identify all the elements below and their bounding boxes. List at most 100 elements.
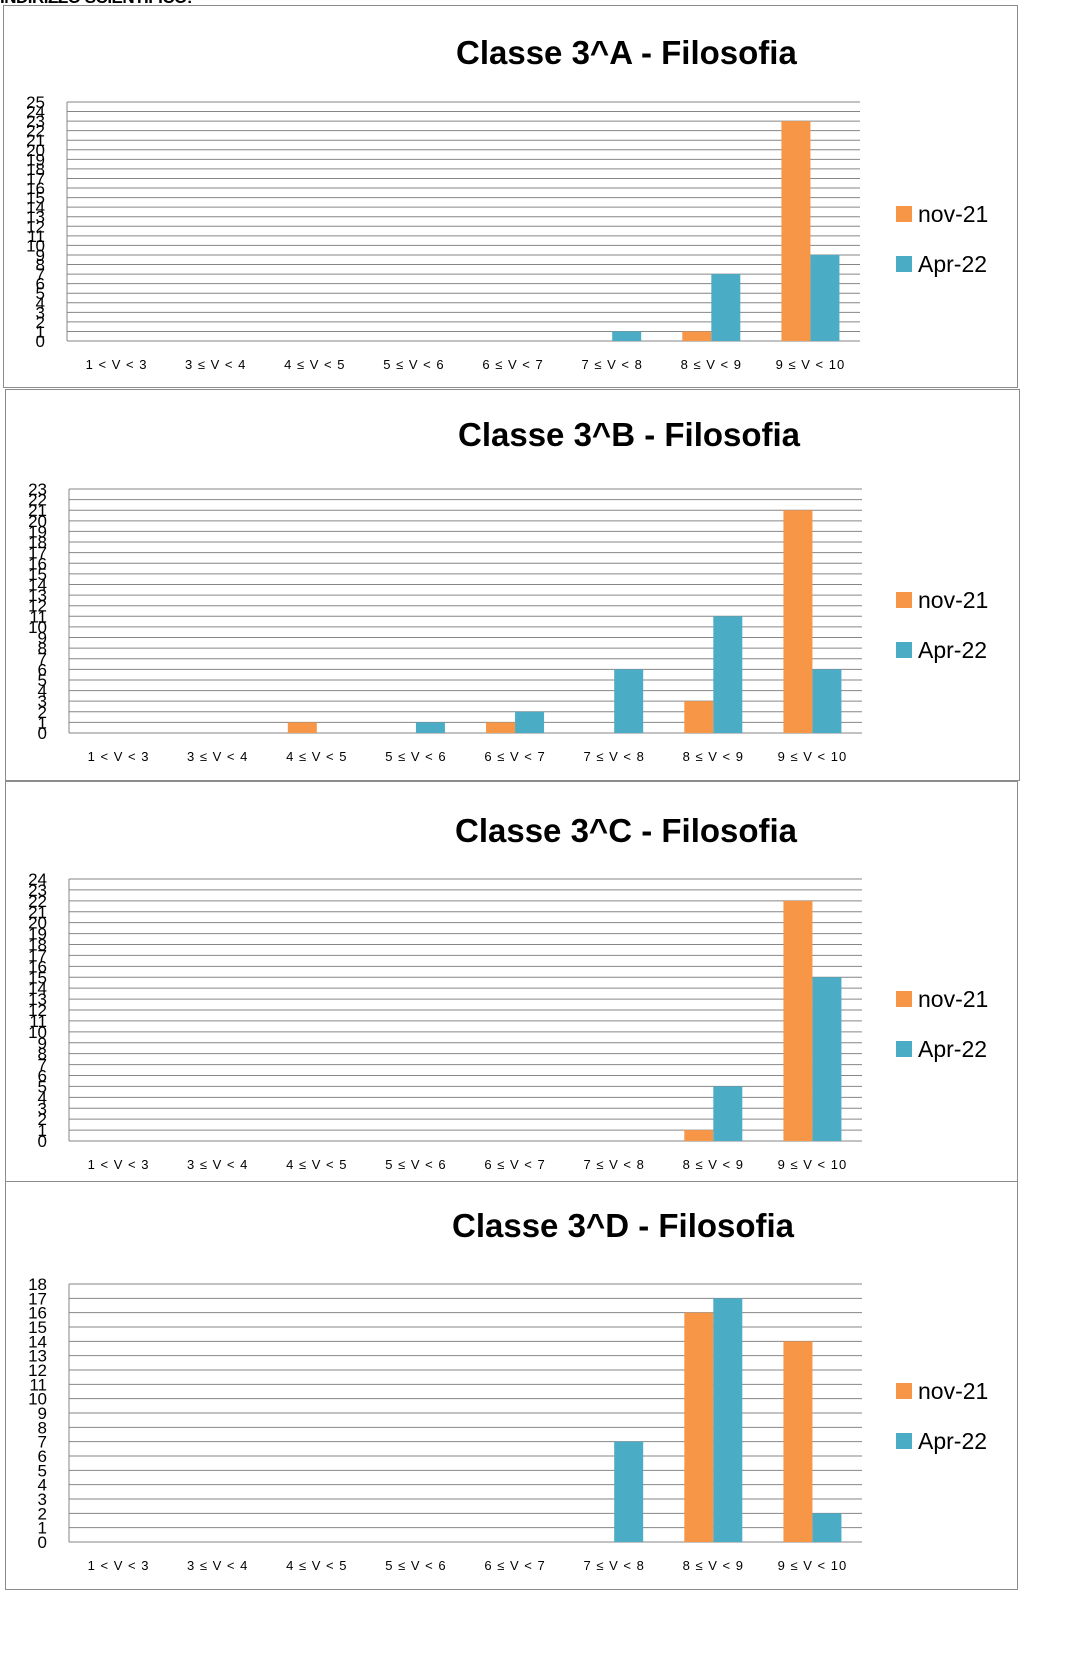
x-tick-label: 4 ≤ V < 5 — [286, 1558, 347, 1573]
x-tick-label: 5 ≤ V < 6 — [383, 357, 444, 372]
y-tick-label: 12 — [26, 217, 45, 236]
legend-label: nov-21 — [918, 200, 989, 227]
x-tick-label: 7 ≤ V < 8 — [582, 357, 643, 372]
y-tick-label: 20 — [28, 512, 47, 531]
y-tick-label: 2 — [36, 313, 45, 332]
chart-panel: Classe 3^C - Filosofia 0 1 2 3 4 5 6 7 8 9 10 11 12 13… — [5, 781, 1018, 1183]
legend-swatch — [896, 991, 912, 1007]
x-tick-label: 7 ≤ V < 8 — [584, 1157, 645, 1172]
y-tick-label: 24 — [28, 870, 47, 889]
y-tick-label: 0 — [36, 332, 45, 351]
x-tick-label: 3 ≤ V < 4 — [187, 1157, 248, 1172]
bar-nov — [684, 1312, 714, 1542]
y-tick-label: 17 — [28, 946, 47, 965]
y-tick-label: 10 — [28, 1390, 47, 1409]
y-tick-label: 10 — [28, 618, 47, 637]
y-tick-label: 23 — [28, 881, 47, 900]
y-tick-label: 1 — [38, 1121, 47, 1140]
x-tick-label: 3 ≤ V < 4 — [187, 1558, 248, 1573]
x-tick-label: 1 < V < 3 — [86, 357, 148, 372]
y-tick-label: 19 — [26, 150, 45, 169]
x-tick-label: 5 ≤ V < 6 — [385, 1157, 446, 1172]
chart-svg: 0123456789101112131415161718192021222324… — [26, 93, 860, 372]
y-tick-label: 3 — [38, 1490, 47, 1509]
y-tick-label: 14 — [28, 979, 47, 998]
legend-label: Apr-22 — [918, 250, 988, 277]
chart-panel: Classe 3^A - Filosofia 0 1 2 3 4 5 6 7 8 9 10 11 12 13… — [3, 5, 1018, 388]
y-tick-label: 2 — [38, 703, 47, 722]
x-tick-label: 7 ≤ V < 8 — [584, 1558, 645, 1573]
legend: nov-21 Apr-22 — [896, 1378, 988, 1478]
y-tick-label: 1 — [38, 713, 47, 732]
y-tick-label: 20 — [28, 914, 47, 933]
y-tick-label: 16 — [26, 179, 45, 198]
y-tick-label: 0 — [38, 1533, 47, 1552]
bar-nov — [287, 722, 317, 733]
chart-panel: Classe 3^B - Filosofia 0 1 2 3 4 5 6 7 8 9 10 11 12 13… — [5, 389, 1020, 781]
legend-swatch — [896, 206, 912, 222]
y-tick-label: 21 — [28, 501, 47, 520]
y-tick-label: 15 — [28, 565, 47, 584]
bar-apr — [614, 669, 644, 733]
y-tick-label: 16 — [28, 957, 47, 976]
x-tick-label: 1 < V < 3 — [88, 1558, 150, 1573]
y-tick-label: 14 — [28, 575, 47, 594]
legend-label: nov-21 — [918, 985, 989, 1012]
x-tick-label: 8 ≤ V < 9 — [683, 1157, 744, 1172]
bar-nov — [682, 331, 712, 341]
legend: nov-21 Apr-22 — [896, 986, 988, 1086]
x-tick-label: 4 ≤ V < 5 — [286, 749, 347, 764]
legend-item: nov-21 — [896, 1378, 988, 1404]
y-tick-label: 13 — [28, 586, 47, 605]
y-tick-label: 23 — [26, 112, 45, 131]
legend-swatch — [896, 642, 912, 658]
x-tick-label: 6 ≤ V < 7 — [484, 1558, 545, 1573]
y-tick-label: 18 — [26, 160, 45, 179]
legend-item: Apr-22 — [896, 251, 988, 277]
bar-nov — [783, 900, 813, 1141]
y-tick-label: 15 — [28, 968, 47, 987]
y-tick-label: 13 — [26, 208, 45, 227]
legend-swatch — [896, 256, 912, 272]
y-tick-label: 16 — [28, 1304, 47, 1323]
bar-apr — [713, 1298, 743, 1542]
legend-label: nov-21 — [918, 1377, 989, 1404]
legend-label: Apr-22 — [918, 636, 988, 663]
bar-nov — [486, 722, 516, 733]
y-tick-label: 19 — [28, 925, 47, 944]
bar-apr — [812, 669, 842, 733]
x-tick-label: 4 ≤ V < 5 — [284, 357, 345, 372]
x-tick-label: 1 < V < 3 — [88, 749, 150, 764]
y-tick-label: 4 — [38, 1088, 47, 1107]
bar-nov — [684, 701, 714, 733]
y-tick-label: 6 — [38, 1447, 47, 1466]
y-tick-label: 15 — [28, 1318, 47, 1337]
y-tick-label: 21 — [26, 131, 45, 150]
x-tick-label: 9 ≤ V < 10 — [778, 1558, 848, 1573]
x-tick-label: 8 ≤ V < 9 — [683, 749, 744, 764]
y-tick-label: 20 — [26, 141, 45, 160]
y-tick-label: 8 — [38, 1418, 47, 1437]
y-tick-label: 3 — [36, 303, 45, 322]
y-tick-label: 13 — [28, 1347, 47, 1366]
y-tick-label: 8 — [38, 1045, 47, 1064]
legend-swatch — [896, 1041, 912, 1057]
y-tick-label: 0 — [38, 1132, 47, 1151]
y-tick-label: 6 — [38, 660, 47, 679]
y-tick-label: 9 — [36, 246, 45, 265]
y-tick-label: 5 — [38, 671, 47, 690]
y-tick-label: 18 — [28, 936, 47, 955]
y-tick-label: 18 — [28, 1275, 47, 1294]
y-tick-label: 4 — [38, 1476, 47, 1495]
bar-nov — [684, 1130, 714, 1141]
legend-swatch — [896, 1383, 912, 1399]
y-tick-label: 6 — [38, 1067, 47, 1086]
chart-panel: Classe 3^D - Filosofia 0 1 2 3 4 5 6 7 8 9 10 11 12 13… — [5, 1181, 1018, 1590]
bar-nov — [783, 510, 813, 733]
x-tick-label: 8 ≤ V < 9 — [683, 1558, 744, 1573]
bar-apr — [812, 977, 842, 1141]
x-tick-label: 7 ≤ V < 8 — [584, 749, 645, 764]
bar-apr — [812, 1513, 842, 1542]
y-tick-label: 17 — [26, 169, 45, 188]
y-tick-label: 8 — [36, 256, 45, 275]
